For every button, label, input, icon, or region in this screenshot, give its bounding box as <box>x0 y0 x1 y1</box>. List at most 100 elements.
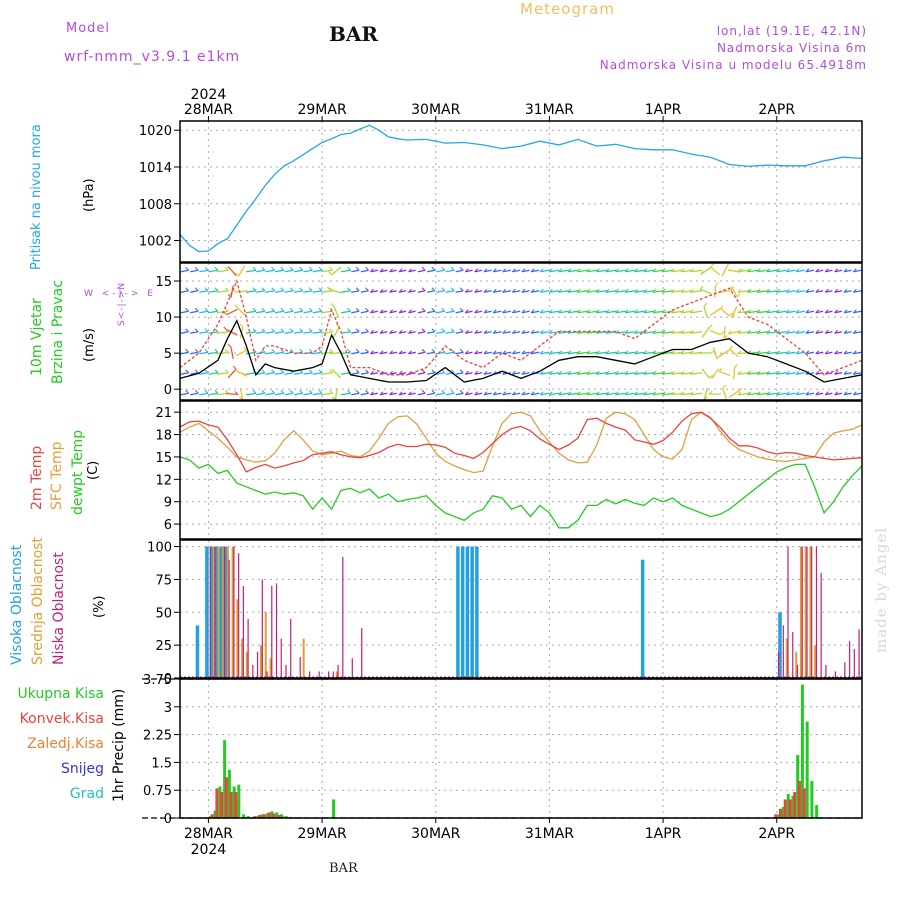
wind-arrow <box>379 331 388 334</box>
wind-arrow-head <box>567 309 572 314</box>
wind-arrow-head <box>539 329 544 334</box>
wind-arrow-head <box>756 288 761 293</box>
wind-arrow <box>776 310 787 314</box>
wind-arrow-head <box>605 350 610 355</box>
wind-arrow <box>549 269 560 273</box>
wind-arrow <box>284 372 294 375</box>
wind-arrow <box>776 392 787 396</box>
precip-total-bar <box>218 786 222 818</box>
wind-arrow-head <box>389 309 394 314</box>
wind-arrow-head <box>643 288 648 293</box>
panel-frame-temp <box>179 400 863 540</box>
wind-arrow-head <box>431 389 436 394</box>
wind-arrow <box>737 331 750 334</box>
temp-2m-line <box>179 411 863 473</box>
wind-arrow <box>521 269 530 273</box>
wind-arrow <box>230 285 234 298</box>
wind-arrow-head <box>512 370 516 375</box>
wind-arrow <box>455 392 464 396</box>
wind-arrow-head <box>214 348 219 353</box>
wind-arrow <box>521 351 530 355</box>
wind-arrow-head <box>834 329 839 334</box>
wind-arrow-head <box>194 266 199 271</box>
legend-konvek-kisa: Konvek.Kisa <box>19 711 104 727</box>
wind-arrow <box>605 372 617 375</box>
wind-arrow-head <box>329 389 333 394</box>
wind-arrow <box>512 331 521 334</box>
wind-arrow-head <box>280 287 285 292</box>
wind-arrow <box>530 269 540 273</box>
cloud-high-bar <box>224 546 228 678</box>
wind-arrow <box>652 310 664 314</box>
wind-arrow <box>332 326 340 339</box>
wind-arrow-head <box>548 268 553 273</box>
wind-arrow <box>757 290 768 293</box>
wind-arrow <box>445 392 455 396</box>
cloud-mid-bar <box>795 651 798 678</box>
wind-arrow-head <box>605 309 610 314</box>
wind-arrow <box>493 392 502 396</box>
wind-arrow <box>465 392 473 396</box>
wind-arrow <box>722 388 728 400</box>
wind-arrow-head <box>652 268 657 273</box>
wind-arrow <box>340 351 351 355</box>
cloud-low-bar <box>309 671 311 678</box>
wind-arrow-head <box>389 350 394 355</box>
wind-arrow <box>389 269 397 273</box>
wind-arrow <box>652 372 664 375</box>
wind-arrow-head <box>502 350 507 355</box>
wind-arrow <box>389 351 397 355</box>
x-tick-label-top: 28MAR <box>184 102 233 118</box>
precip-total-bar <box>270 811 274 818</box>
wind-arrow <box>303 372 313 375</box>
wind-arrow <box>180 331 189 334</box>
precip-convective-bar <box>267 812 271 818</box>
wind-arrow <box>320 331 333 334</box>
wind-arrow <box>540 351 550 355</box>
wind-arrow-head <box>576 268 581 273</box>
wind-arrow <box>634 351 645 355</box>
y-tick-label-temp: 15 <box>155 451 172 466</box>
wind-arrow-head <box>795 350 800 355</box>
wind-arrow-head <box>329 348 333 353</box>
wind-arrow-head <box>727 330 732 335</box>
wind-arrow-head <box>318 307 323 312</box>
wind-arrow <box>208 392 219 396</box>
cloud-low-bar <box>337 664 339 678</box>
wind-arrow-head <box>347 328 351 333</box>
wind-arrow-head <box>843 350 848 355</box>
wind-arrow <box>493 331 502 334</box>
wind-arrow-head <box>421 287 426 292</box>
wind-arrow <box>474 290 483 293</box>
cloud-low-bar <box>214 546 216 678</box>
wind-arrow <box>615 269 626 273</box>
wind-arrow <box>216 269 229 273</box>
wind-arrow <box>370 392 378 396</box>
cloud-low-bar <box>811 546 813 678</box>
wind-arrow <box>558 372 569 375</box>
wind-arrow-head <box>214 307 219 312</box>
wind-arrow <box>834 392 843 396</box>
x-tick-label-bottom: 1APR <box>645 826 682 842</box>
wind-arrow <box>351 392 360 396</box>
wind-arrow <box>825 269 833 273</box>
y-tick-label-cloud: 100 <box>147 541 172 556</box>
wind-arrow <box>436 372 445 375</box>
precip-convective-bar <box>788 799 792 818</box>
wind-arrow-head <box>271 389 276 394</box>
wind-arrow <box>360 392 369 396</box>
wind-arrow <box>351 290 360 293</box>
wind-arrow-head <box>512 288 516 293</box>
wind-arrow-head <box>308 307 313 312</box>
wind-arrow-head <box>214 287 219 292</box>
wind-arrow <box>333 306 340 318</box>
wind-arrow-head <box>492 329 497 334</box>
wind-arrow-head <box>408 391 412 396</box>
wind-arrow <box>226 329 238 336</box>
wind-arrow-head <box>595 309 600 314</box>
wind-arrow <box>360 351 369 355</box>
wind-arrow <box>766 392 778 396</box>
wind-arrow-head <box>530 391 535 396</box>
wind-arrow-head <box>512 309 516 314</box>
wind-arrow <box>834 331 843 334</box>
